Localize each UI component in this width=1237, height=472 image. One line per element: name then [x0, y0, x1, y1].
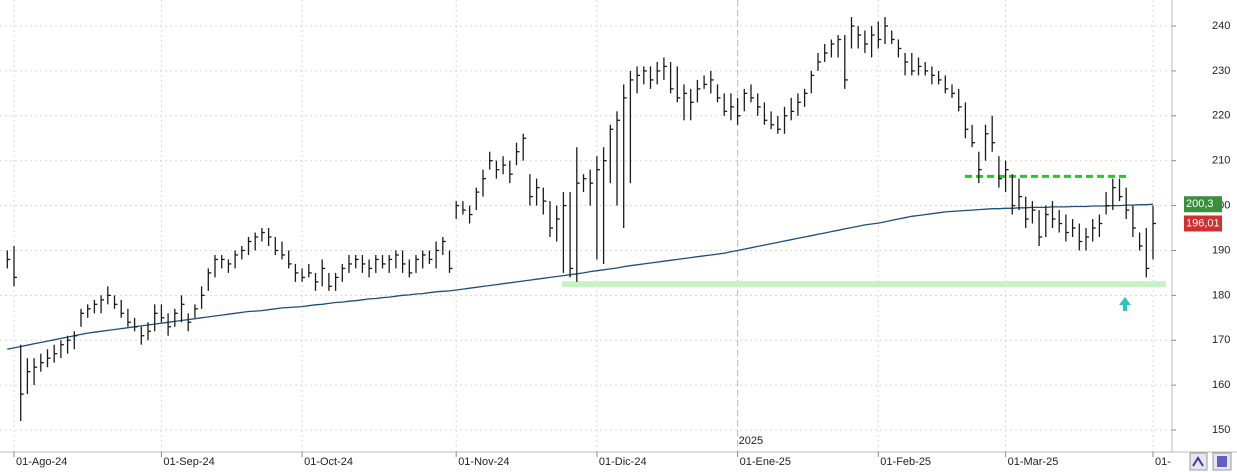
y-tick-label: 230 — [1212, 65, 1230, 77]
last-price-label-box — [1184, 215, 1222, 232]
year-label: 2025 — [739, 435, 763, 447]
moving-average — [7, 203, 1154, 350]
y-tick-label: 160 — [1212, 379, 1230, 391]
x-tick-label: 01-Ago-24 — [16, 456, 67, 468]
ma-value-label-box — [1184, 196, 1222, 213]
x-tick-label: 01-Dic-24 — [599, 456, 647, 468]
arrow-annotation — [1119, 297, 1131, 311]
x-tick-label: 01-Sep-24 — [163, 456, 214, 468]
zoom-glyph — [1192, 456, 1204, 467]
x-tick-label: 01- — [1155, 456, 1171, 468]
x-tick-label: 01-Mar-25 — [1008, 456, 1059, 468]
y-tick-label: 150 — [1212, 424, 1230, 436]
y-tick-label: 170 — [1212, 334, 1230, 346]
y-tick-label: 240 — [1212, 20, 1230, 32]
x-tick-label: 01-Nov-24 — [458, 456, 509, 468]
save-glyph — [1217, 456, 1227, 467]
last-price-label: 196,01 — [1186, 217, 1220, 229]
x-tick-label: 01-Oct-24 — [304, 456, 353, 468]
x-tick-label: 01-Feb-25 — [880, 456, 931, 468]
x-tick-label: 01-Ene-25 — [740, 456, 791, 468]
y-tick-label: 180 — [1212, 289, 1230, 301]
y-tick-label: 190 — [1212, 244, 1230, 256]
y-tick-label: 220 — [1212, 110, 1230, 122]
ma-value-label: 200,3 — [1186, 198, 1214, 210]
y-tick-label: 210 — [1212, 155, 1230, 167]
zoom-icon[interactable] — [1189, 452, 1208, 471]
